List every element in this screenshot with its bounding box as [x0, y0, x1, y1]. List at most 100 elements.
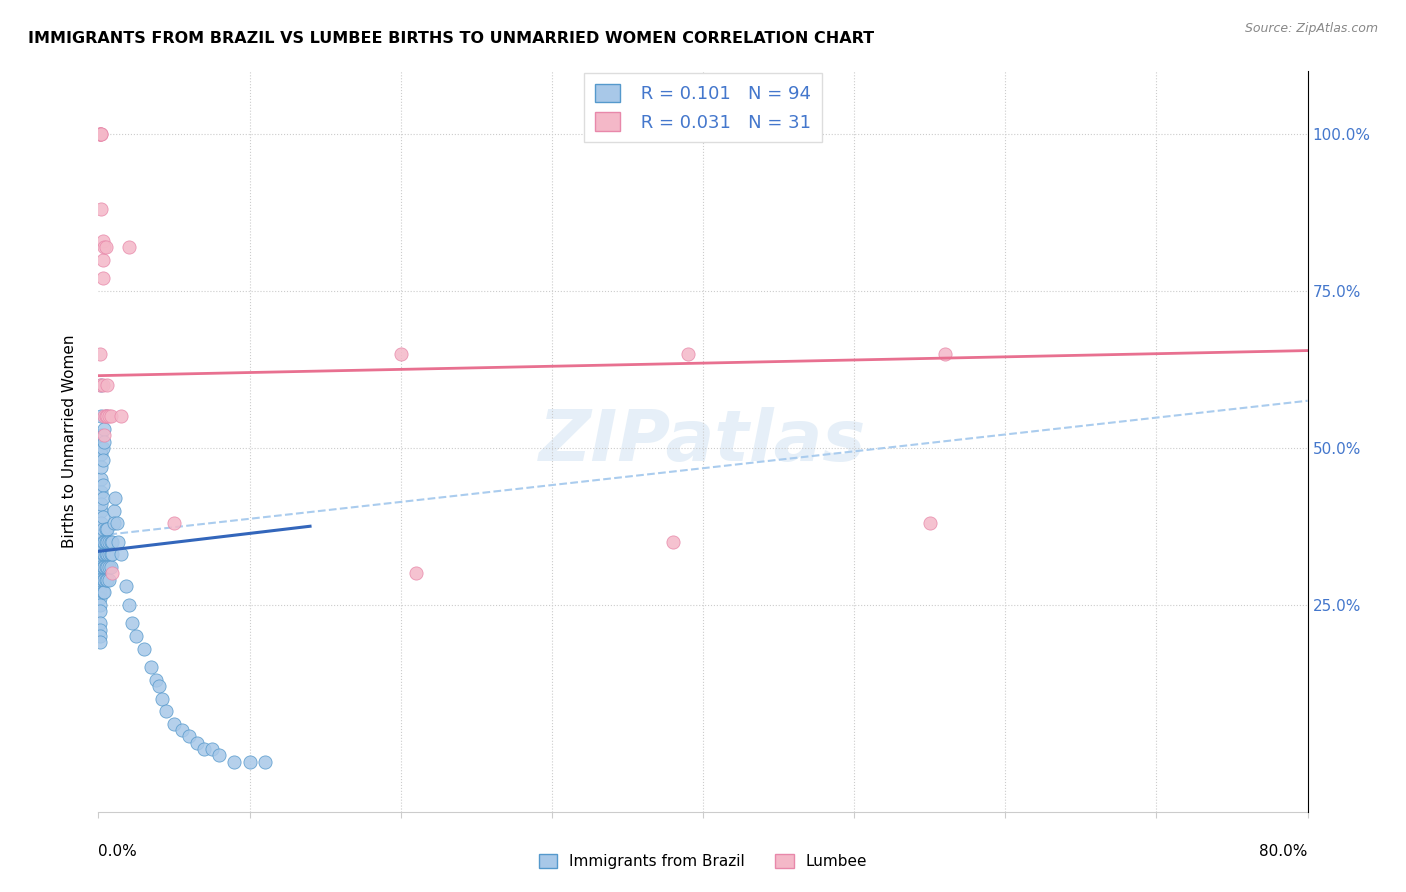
Point	[100, 535, 122, 549]
Point	[934, 347, 956, 361]
Point	[94, 548, 117, 562]
Point	[96, 535, 118, 549]
Point	[90, 441, 112, 455]
Point	[110, 409, 132, 424]
Point	[94, 409, 117, 424]
Point	[101, 535, 124, 549]
Point	[90, 529, 112, 543]
Point	[148, 679, 170, 693]
Point	[89, 604, 111, 618]
Point	[389, 347, 412, 361]
Point	[89, 566, 111, 581]
Point	[98, 409, 121, 424]
Point	[89, 579, 111, 593]
Point	[224, 755, 246, 769]
Point	[89, 347, 111, 361]
Point	[89, 591, 111, 606]
Point	[91, 252, 114, 267]
Point	[100, 548, 122, 562]
Point	[91, 522, 114, 536]
Text: ZIPatlas: ZIPatlas	[540, 407, 866, 476]
Point	[91, 271, 114, 285]
Text: 0.0%: 0.0%	[98, 845, 138, 859]
Point	[90, 378, 112, 392]
Point	[208, 748, 231, 763]
Point	[918, 516, 941, 530]
Point	[93, 434, 115, 449]
Point	[101, 548, 124, 562]
Point	[253, 755, 276, 769]
Point	[98, 535, 121, 549]
Point	[91, 560, 114, 574]
Point	[96, 560, 118, 574]
Point	[91, 585, 114, 599]
Point	[91, 453, 114, 467]
Point	[93, 428, 115, 442]
Point	[94, 522, 117, 536]
Legend:  R = 0.101   N = 94,  R = 0.031   N = 31: R = 0.101 N = 94, R = 0.031 N = 31	[585, 73, 821, 143]
Point	[89, 535, 111, 549]
Point	[118, 240, 141, 254]
Point	[163, 717, 186, 731]
Point	[104, 491, 127, 505]
Point	[110, 548, 132, 562]
Point	[155, 704, 177, 718]
Point	[91, 378, 114, 392]
Point	[91, 535, 114, 549]
Point	[100, 560, 122, 574]
Point	[90, 484, 112, 499]
Y-axis label: Births to Unmarried Women: Births to Unmarried Women	[62, 334, 77, 549]
Point	[94, 240, 117, 254]
Point	[93, 560, 115, 574]
Point	[93, 422, 115, 436]
Point	[94, 573, 117, 587]
Point	[125, 629, 148, 643]
Point	[89, 616, 111, 631]
Point	[98, 560, 121, 574]
Point	[405, 566, 427, 581]
Point	[94, 535, 117, 549]
Point	[94, 409, 117, 424]
Point	[89, 541, 111, 556]
Point	[89, 560, 111, 574]
Point	[89, 585, 111, 599]
Point	[100, 409, 122, 424]
Point	[91, 234, 114, 248]
Point	[89, 529, 111, 543]
Point	[98, 573, 121, 587]
Point	[91, 491, 114, 505]
Point	[193, 742, 215, 756]
Point	[150, 691, 173, 706]
Text: IMMIGRANTS FROM BRAZIL VS LUMBEE BIRTHS TO UNMARRIED WOMEN CORRELATION CHART: IMMIGRANTS FROM BRAZIL VS LUMBEE BIRTHS …	[28, 31, 875, 46]
Point	[91, 509, 114, 524]
Point	[90, 202, 112, 217]
Point	[93, 535, 115, 549]
Point	[103, 503, 125, 517]
Point	[94, 560, 117, 574]
Point	[90, 497, 112, 511]
Point	[118, 598, 141, 612]
Point	[90, 459, 112, 474]
Point	[93, 548, 115, 562]
Point	[89, 127, 111, 141]
Point	[105, 516, 128, 530]
Point	[90, 541, 112, 556]
Point	[96, 378, 118, 392]
Point	[96, 522, 118, 536]
Point	[179, 730, 201, 744]
Point	[91, 548, 114, 562]
Point	[676, 347, 699, 361]
Point	[89, 635, 111, 649]
Point	[90, 127, 112, 141]
Point	[145, 673, 167, 687]
Point	[163, 516, 186, 530]
Point	[90, 516, 112, 530]
Point	[89, 127, 111, 141]
Point	[170, 723, 193, 738]
Point	[89, 548, 111, 562]
Text: 80.0%: 80.0%	[1260, 845, 1308, 859]
Point	[96, 548, 118, 562]
Point	[93, 585, 115, 599]
Point	[91, 441, 114, 455]
Point	[132, 641, 155, 656]
